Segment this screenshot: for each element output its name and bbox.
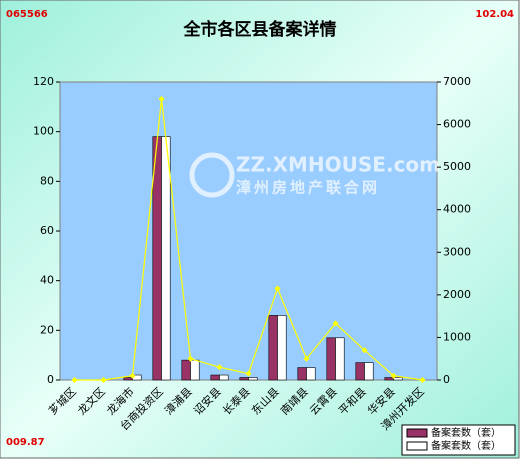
y-tick-label: 0	[47, 373, 54, 386]
bar	[277, 315, 287, 381]
legend-label: 备案套数（套）	[431, 439, 501, 452]
line-marker	[390, 372, 397, 379]
bar	[297, 367, 307, 381]
line-marker	[129, 372, 136, 379]
bar	[335, 337, 345, 381]
bar	[190, 359, 200, 381]
line-marker	[71, 377, 78, 383]
y2-tick-label: 1000	[443, 330, 471, 343]
bar	[181, 359, 191, 381]
bar	[384, 377, 394, 381]
line-marker	[274, 285, 281, 292]
plot-area	[59, 81, 438, 381]
line-marker	[245, 370, 252, 377]
bar	[248, 377, 258, 381]
y-tick-label: 40	[40, 274, 54, 287]
y2-tick-label: 2000	[443, 288, 471, 301]
bar	[355, 362, 365, 381]
legend-label: 备案套数（套）	[431, 426, 501, 439]
line-marker	[100, 377, 107, 383]
bar	[364, 362, 374, 381]
chart-title: 全市各区县备案详情	[183, 19, 337, 40]
bar	[210, 374, 220, 381]
corner-label: 065566	[6, 9, 48, 20]
y2-tick-label: 4000	[443, 203, 471, 216]
line-marker	[303, 355, 310, 362]
y-tick-label: 60	[40, 224, 54, 237]
watermark: 漳州房地产联合网	[236, 179, 380, 197]
bar	[326, 337, 336, 381]
y2-tick-label: 3000	[443, 245, 471, 258]
bar	[219, 374, 229, 381]
bar	[239, 377, 249, 381]
corner-label: 102.04	[475, 9, 514, 20]
y-tick-label: 100	[33, 125, 54, 138]
line-marker	[361, 347, 368, 354]
line-marker	[187, 355, 194, 362]
line-marker	[216, 364, 223, 371]
y2-tick-label: 5000	[443, 160, 471, 173]
corner-label: 009.87	[6, 437, 45, 448]
y2-tick-label: 0	[443, 373, 450, 386]
bar	[161, 136, 171, 381]
watermark-logo	[189, 152, 235, 198]
y-tick-label: 20	[40, 323, 54, 336]
bar	[268, 315, 278, 381]
legend-swatch	[406, 428, 428, 438]
bar	[306, 367, 316, 381]
legend-swatch	[406, 441, 428, 451]
watermark: ZZ.XMHOUSE.com	[236, 153, 440, 177]
bar	[393, 377, 403, 381]
line-marker	[419, 377, 426, 383]
bar	[123, 377, 133, 381]
y-tick-label: 80	[40, 174, 54, 187]
y2-tick-label: 7000	[443, 75, 471, 88]
line-marker	[332, 320, 339, 327]
y2-tick-label: 6000	[443, 118, 471, 131]
line-marker	[158, 96, 165, 103]
y-tick-label: 120	[33, 75, 54, 88]
